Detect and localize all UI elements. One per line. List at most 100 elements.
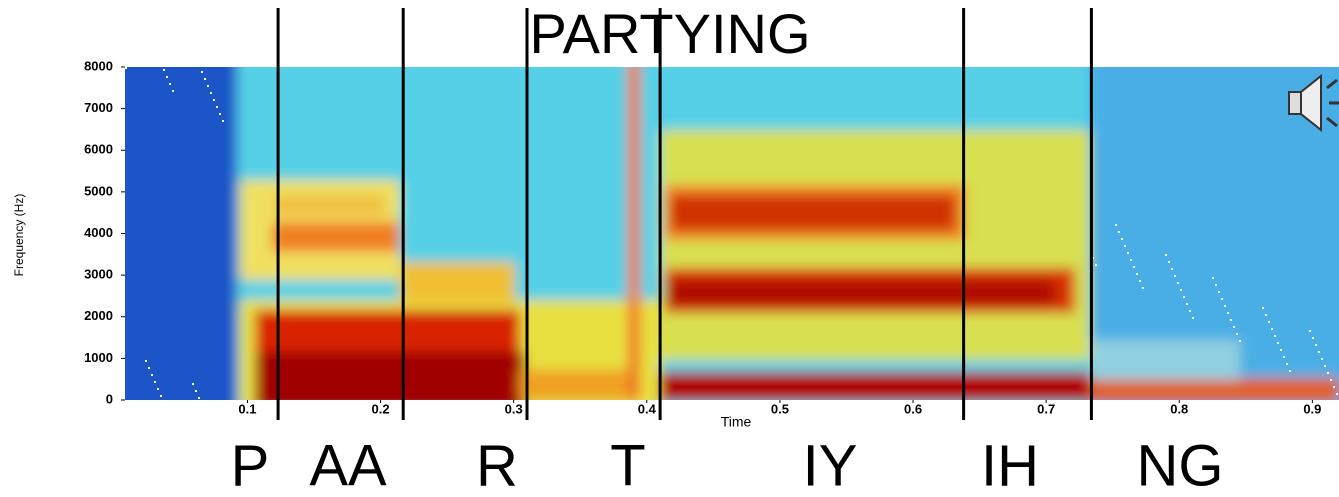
speckle [1330, 379, 1332, 381]
phoneme-label: IY [803, 433, 858, 497]
y-tick-label: 7000 [84, 100, 113, 115]
speckle [154, 381, 156, 383]
x-tick-label: 0.7 [1037, 401, 1055, 416]
phoneme-label: IH [981, 433, 1039, 497]
spectrogram-texture [400, 262, 515, 302]
spectrogram-texture [660, 372, 1090, 400]
phoneme-label: NG [1137, 433, 1224, 497]
spectrogram-image [125, 67, 1339, 400]
x-tick-label: 0.8 [1170, 401, 1188, 416]
speckle [1289, 370, 1291, 372]
speckle [1333, 386, 1335, 388]
speckle [204, 78, 206, 80]
speckle [125, 67, 127, 69]
x-tick-label: 0.1 [238, 401, 256, 416]
speckle [1283, 356, 1285, 358]
spectrogram-texture [255, 352, 525, 400]
speckle [198, 397, 200, 399]
speckle [172, 90, 174, 92]
spectrogram-texture [628, 67, 640, 400]
y-tick-label: 5000 [84, 183, 113, 198]
spectrogram-texture [125, 67, 237, 400]
speckle [201, 71, 203, 73]
spectrogram-texture [660, 130, 1090, 360]
speckle [1324, 365, 1326, 367]
speckle [1215, 284, 1217, 286]
spectrogram-texture [1090, 340, 1240, 380]
speaker-icon[interactable] [1288, 73, 1339, 133]
y-tick-label: 8000 [84, 58, 113, 73]
x-tick-label: 0.5 [771, 401, 789, 416]
speckle [1130, 259, 1132, 261]
x-tick-label: 0.9 [1303, 401, 1321, 416]
speckle [1262, 307, 1264, 309]
y-tick-label: 6000 [84, 142, 113, 157]
spectrogram-texture [1090, 378, 1339, 400]
speckle [1268, 321, 1270, 323]
speckle [210, 92, 212, 94]
speckle [1171, 268, 1173, 270]
speckle [163, 69, 165, 71]
speckle [1165, 254, 1167, 256]
speckle [1221, 298, 1223, 300]
speckle [1124, 245, 1126, 247]
speckle [1183, 296, 1185, 298]
speckle [1192, 317, 1194, 319]
speckle [166, 76, 168, 78]
speckle [1218, 291, 1220, 293]
speckle [1286, 363, 1288, 365]
x-axis-label: Time [721, 414, 752, 430]
y-axis-label: Frequency (Hz) [12, 194, 26, 277]
speckle [219, 113, 221, 115]
chart-title: PARTYING [529, 2, 810, 65]
speckle [157, 388, 159, 390]
y-tick-label: 0 [106, 391, 113, 406]
speckle [160, 395, 162, 397]
speckle [1233, 326, 1235, 328]
spectrogram-texture [275, 195, 385, 215]
speckle [1095, 264, 1097, 266]
speckle [1136, 273, 1138, 275]
speckle [207, 85, 209, 87]
speckle [1265, 314, 1267, 316]
speckle [1336, 393, 1338, 395]
speckle [1321, 358, 1323, 360]
x-tick-label: 0.3 [505, 401, 523, 416]
speckle [1224, 305, 1226, 307]
speckle [1174, 275, 1176, 277]
spectrogram-texture [255, 310, 520, 355]
speckle [1115, 224, 1117, 226]
y-tick-label: 2000 [84, 308, 113, 323]
speckle [151, 374, 153, 376]
speckle [1180, 289, 1182, 291]
speckle [1315, 344, 1317, 346]
spectrogram-texture [272, 222, 400, 252]
speckle [1189, 310, 1191, 312]
speckle [1092, 257, 1094, 259]
speckle [1121, 238, 1123, 240]
spectrogram-texture [670, 195, 955, 230]
speckle [1212, 277, 1214, 279]
speckle [1227, 312, 1229, 314]
speckle [1142, 287, 1144, 289]
speckle [216, 106, 218, 108]
phoneme-label: AA [309, 433, 387, 497]
speckle [1277, 342, 1279, 344]
speckle [1133, 266, 1135, 268]
y-tick-label: 4000 [84, 225, 113, 240]
x-tick-label: 0.4 [638, 401, 657, 416]
speckle [1118, 231, 1120, 233]
speckle [1139, 280, 1141, 282]
speckle [213, 99, 215, 101]
speckle [1127, 252, 1129, 254]
speckle [1271, 328, 1273, 330]
speckle [1230, 319, 1232, 321]
x-tick-label: 0.2 [372, 401, 390, 416]
speckle [1318, 351, 1320, 353]
phoneme-label: R [476, 433, 518, 497]
speckle [1177, 282, 1179, 284]
speckle [1186, 303, 1188, 305]
speckle [1312, 337, 1314, 339]
x-tick-label: 0.6 [904, 401, 922, 416]
